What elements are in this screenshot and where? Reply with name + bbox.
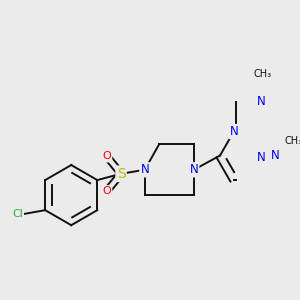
Text: CH₃: CH₃ (284, 136, 300, 146)
Text: N: N (190, 163, 198, 176)
Text: N: N (271, 149, 280, 162)
Text: N: N (257, 95, 266, 109)
Text: CH₃: CH₃ (253, 69, 272, 79)
Text: N: N (230, 125, 238, 138)
Text: S: S (117, 167, 125, 181)
Text: N: N (140, 163, 149, 176)
Text: Cl: Cl (12, 209, 23, 219)
Text: N: N (257, 151, 266, 164)
Text: O: O (102, 186, 111, 196)
Text: O: O (102, 151, 111, 161)
